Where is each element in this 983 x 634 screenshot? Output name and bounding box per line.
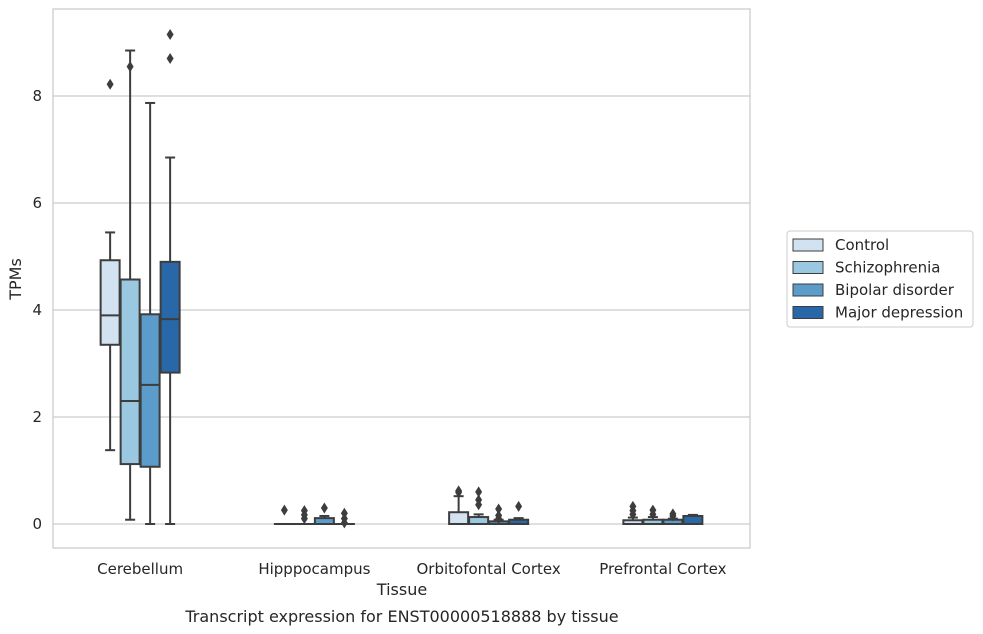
y-tick-label: 6 xyxy=(32,194,42,212)
outlier-point xyxy=(166,28,174,40)
box-plot-marks xyxy=(99,28,704,529)
box-group xyxy=(119,49,141,521)
box-iqr xyxy=(159,260,181,374)
y-tick-label: 8 xyxy=(32,87,42,105)
box-group xyxy=(488,503,510,526)
y-tick-label: 4 xyxy=(32,301,42,319)
x-tick-label: Cerebellum xyxy=(97,560,183,578)
legend-label: Bipolar disorder xyxy=(835,281,955,299)
box-iqr xyxy=(139,313,161,468)
legend-label: Major depression xyxy=(835,304,963,322)
box-group xyxy=(448,485,470,525)
legend-frame xyxy=(786,230,974,328)
box-group xyxy=(662,508,684,525)
outlier-point xyxy=(495,503,503,515)
box-group xyxy=(273,504,295,526)
outlier-point xyxy=(340,507,348,519)
x-tick-label: Hipppocampus xyxy=(258,560,370,578)
box-iqr xyxy=(448,511,470,525)
outlier-point xyxy=(300,505,308,517)
outlier-point xyxy=(475,486,483,498)
x-tick-label: Prefrontal Cortex xyxy=(599,560,726,578)
box-iqr xyxy=(119,278,141,466)
box-group xyxy=(508,500,530,525)
outlier-point xyxy=(106,78,114,90)
outlier-point xyxy=(280,504,288,516)
outlier-point xyxy=(126,61,134,73)
box-group xyxy=(642,504,664,525)
box-group xyxy=(682,513,704,525)
legend-label: Control xyxy=(835,236,889,254)
box-group xyxy=(468,486,490,525)
box-group xyxy=(622,500,644,526)
outlier-point xyxy=(495,509,503,521)
legend-swatch xyxy=(792,306,824,319)
x-tick-labels: Cerebellum Hipppocampus Orbitofontal Corte… xyxy=(97,560,726,578)
x-axis-label: Tissue xyxy=(376,580,427,599)
y-axis-label: TPMs xyxy=(6,258,25,301)
box-group xyxy=(293,505,315,526)
legend-swatch xyxy=(792,261,824,274)
outlier-point xyxy=(320,502,328,514)
box-iqr xyxy=(468,516,490,525)
outlier-point xyxy=(649,504,657,516)
outlier-point xyxy=(475,494,483,506)
x-tick-label: Orbitofontal Cortex xyxy=(417,560,561,578)
box-group xyxy=(99,78,121,452)
legend-swatch xyxy=(792,238,824,252)
y-tick-label: 0 xyxy=(32,515,42,533)
legend: Control Schizophrenia Bipolar disorder Majo… xyxy=(786,230,974,328)
box-group xyxy=(159,28,181,525)
box-group xyxy=(139,101,161,525)
box-group xyxy=(313,502,335,525)
y-tick-labels: 0 2 4 6 8 xyxy=(32,87,42,533)
outlier-point xyxy=(455,485,463,497)
outlier-point xyxy=(515,500,523,512)
legend-label: Schizophrenia xyxy=(835,259,940,277)
box-group xyxy=(333,507,355,529)
outlier-point xyxy=(669,508,677,520)
box-iqr xyxy=(682,514,704,525)
outlier-point xyxy=(166,53,174,65)
box-iqr xyxy=(99,259,121,346)
y-tick-label: 2 xyxy=(32,408,42,426)
outlier-point xyxy=(629,500,637,512)
plot-frame xyxy=(52,8,751,549)
chart-caption: Transcript expression for ENST0000051888… xyxy=(184,607,618,626)
legend-swatch xyxy=(792,283,824,297)
